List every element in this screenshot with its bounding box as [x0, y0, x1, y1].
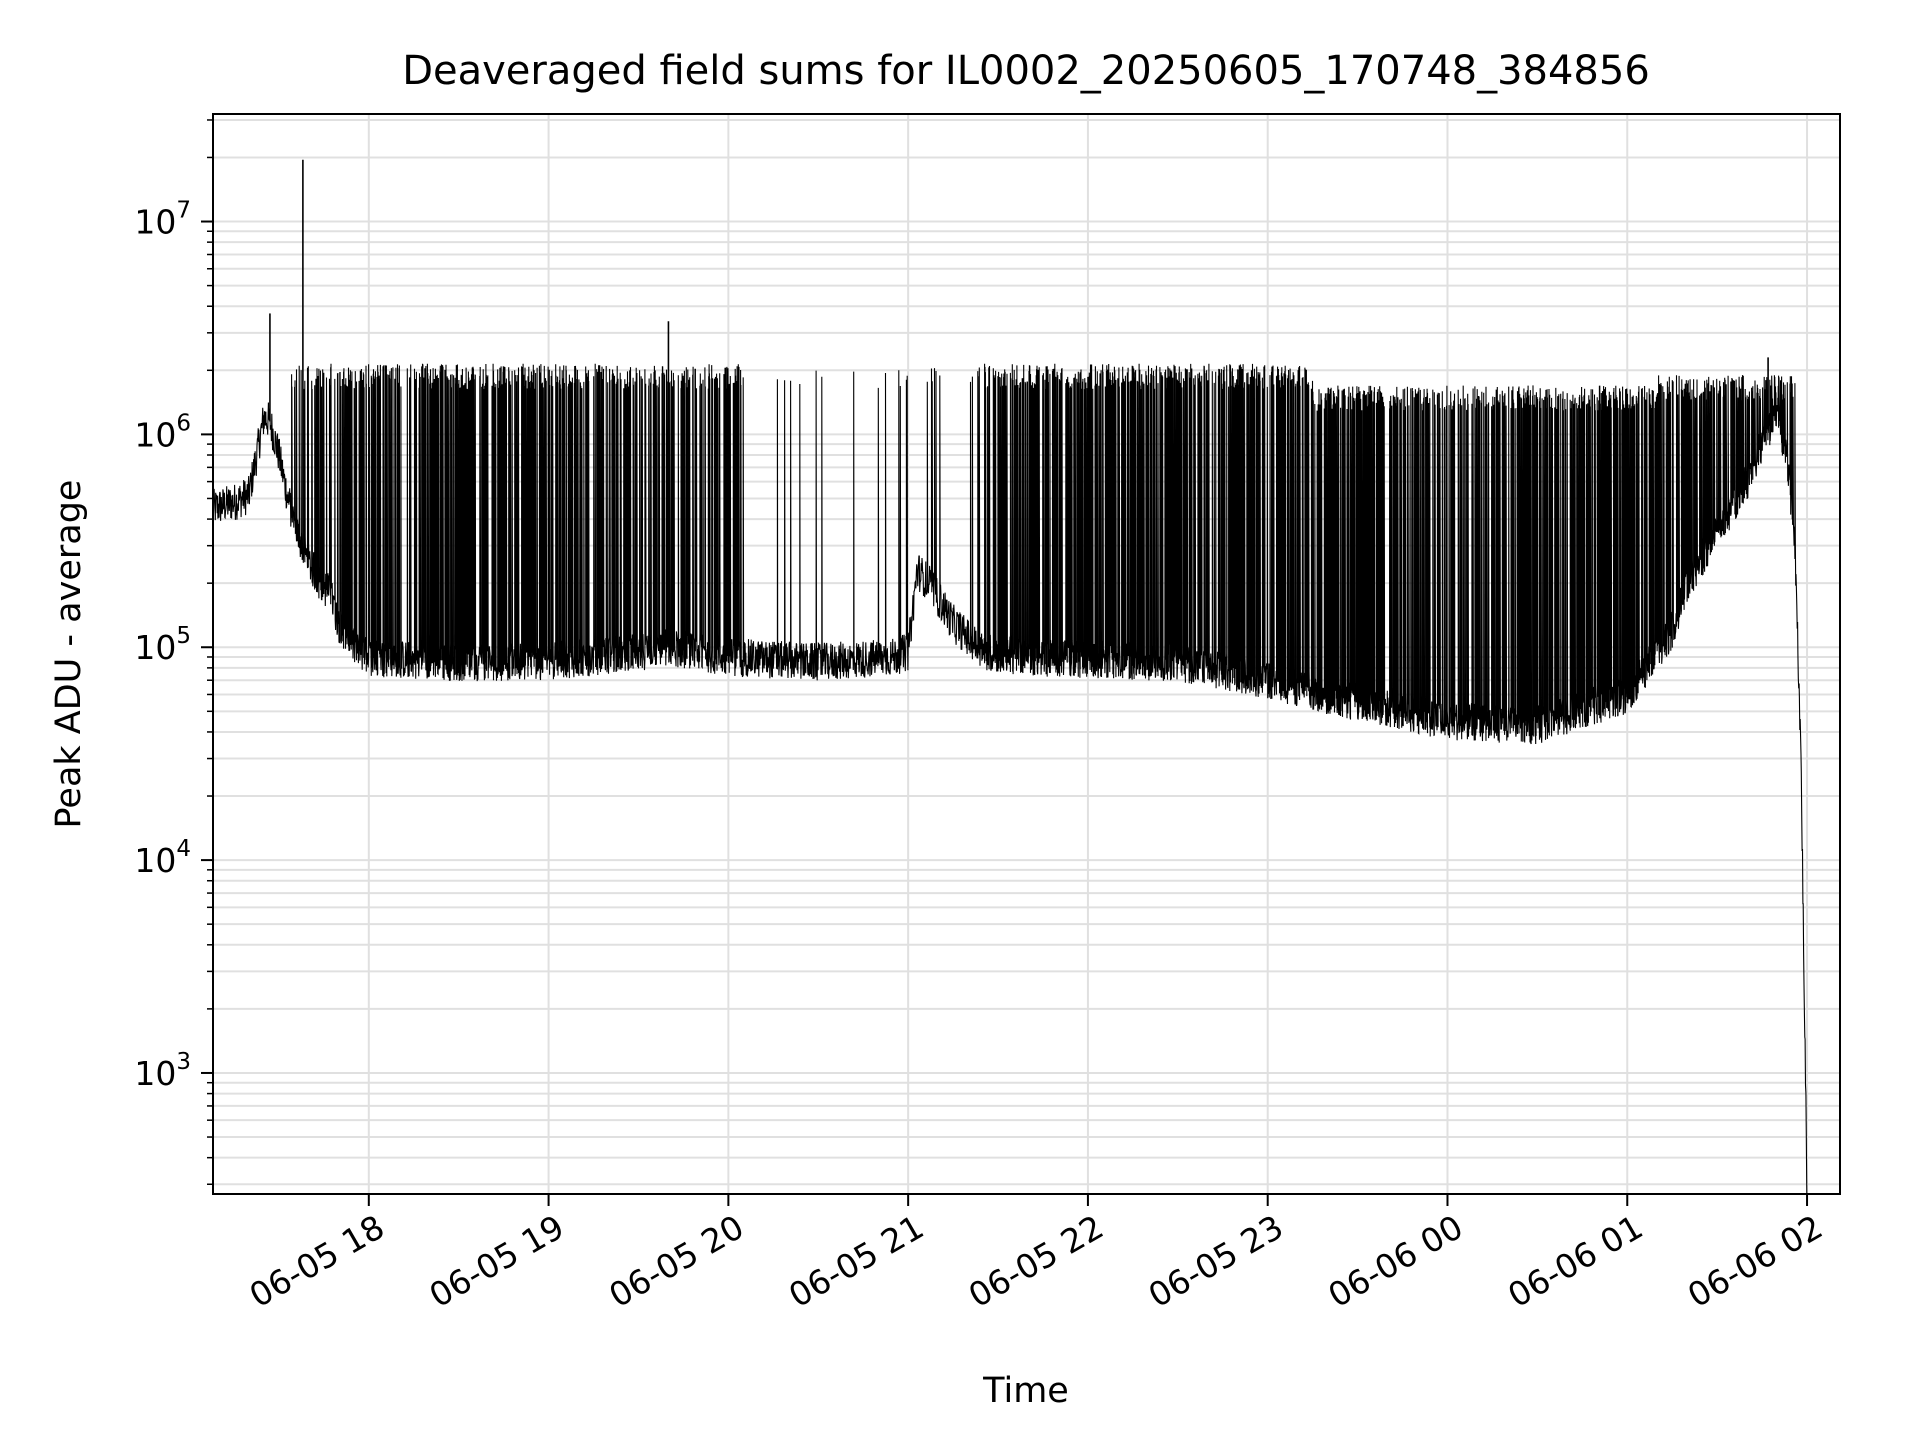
y-axis: 103 104 105 106 107 [134, 119, 213, 1186]
plot-frame [212, 113, 1841, 1195]
series-line-group [213, 159, 1808, 1194]
x-axis-label: Time [982, 1371, 1069, 1411]
y-tick-label: 105 [134, 623, 191, 667]
y-tick-label: 103 [134, 1049, 191, 1093]
y-tick-label: 107 [134, 198, 191, 242]
series-line [213, 363, 1808, 1194]
y-tick-label: 104 [134, 836, 191, 880]
chart-title: Deaveraged field sums for IL0002_2025060… [402, 48, 1650, 94]
grid-lines [213, 114, 1840, 1194]
y-axis-label: Peak ADU - average [49, 480, 89, 829]
y-tick-label: 106 [134, 410, 191, 454]
